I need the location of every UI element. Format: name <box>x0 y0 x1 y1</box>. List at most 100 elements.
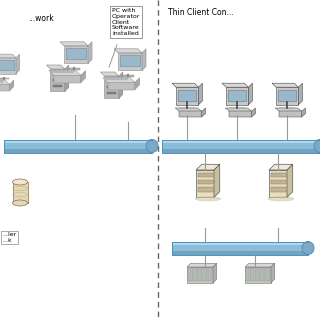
FancyBboxPatch shape <box>125 78 128 79</box>
FancyBboxPatch shape <box>0 60 14 70</box>
FancyBboxPatch shape <box>70 72 73 73</box>
FancyBboxPatch shape <box>108 79 111 80</box>
Polygon shape <box>123 75 134 77</box>
Polygon shape <box>119 72 123 99</box>
FancyBboxPatch shape <box>53 73 62 76</box>
Polygon shape <box>172 83 198 87</box>
FancyBboxPatch shape <box>117 78 120 79</box>
FancyBboxPatch shape <box>64 70 67 71</box>
FancyBboxPatch shape <box>4 140 152 153</box>
Polygon shape <box>0 58 16 74</box>
Polygon shape <box>0 80 10 84</box>
Polygon shape <box>175 108 202 111</box>
Polygon shape <box>100 72 119 76</box>
Polygon shape <box>103 78 135 83</box>
Polygon shape <box>135 78 140 90</box>
Text: ...work: ...work <box>28 14 54 23</box>
FancyBboxPatch shape <box>106 77 109 78</box>
Polygon shape <box>225 108 252 111</box>
Polygon shape <box>81 71 86 83</box>
FancyBboxPatch shape <box>112 79 115 80</box>
FancyBboxPatch shape <box>67 72 69 73</box>
FancyBboxPatch shape <box>228 90 246 101</box>
FancyBboxPatch shape <box>72 70 75 71</box>
Polygon shape <box>104 76 119 99</box>
FancyBboxPatch shape <box>188 268 193 281</box>
Polygon shape <box>196 170 214 197</box>
Ellipse shape <box>314 140 320 153</box>
Polygon shape <box>64 46 88 63</box>
FancyBboxPatch shape <box>120 79 123 80</box>
FancyBboxPatch shape <box>172 242 308 254</box>
FancyBboxPatch shape <box>114 77 117 78</box>
Polygon shape <box>245 267 271 283</box>
FancyBboxPatch shape <box>55 71 58 72</box>
Polygon shape <box>222 83 248 87</box>
Text: ...ler
...k: ...ler ...k <box>2 232 16 243</box>
Polygon shape <box>0 54 16 58</box>
Polygon shape <box>187 267 213 283</box>
FancyBboxPatch shape <box>62 72 65 73</box>
FancyBboxPatch shape <box>126 77 129 78</box>
Text: PC with
Operator
Client
Software
installed: PC with Operator Client Software install… <box>112 8 140 36</box>
Polygon shape <box>46 65 65 69</box>
Polygon shape <box>88 42 92 63</box>
FancyBboxPatch shape <box>172 251 308 254</box>
FancyBboxPatch shape <box>56 70 59 71</box>
Polygon shape <box>229 108 247 110</box>
Polygon shape <box>10 80 14 91</box>
FancyBboxPatch shape <box>59 72 61 73</box>
Polygon shape <box>271 263 275 283</box>
Polygon shape <box>179 108 197 110</box>
Polygon shape <box>245 263 275 267</box>
Ellipse shape <box>12 179 28 185</box>
FancyBboxPatch shape <box>208 268 212 281</box>
FancyBboxPatch shape <box>162 140 320 153</box>
FancyBboxPatch shape <box>54 72 57 73</box>
Polygon shape <box>114 49 142 53</box>
Polygon shape <box>49 71 81 76</box>
Polygon shape <box>287 164 293 197</box>
FancyBboxPatch shape <box>104 79 107 80</box>
Ellipse shape <box>146 140 158 153</box>
Polygon shape <box>202 108 206 117</box>
FancyBboxPatch shape <box>63 71 66 72</box>
FancyBboxPatch shape <box>110 77 113 78</box>
FancyBboxPatch shape <box>13 182 28 203</box>
Polygon shape <box>0 84 10 91</box>
Text: Thin Client Con...: Thin Client Con... <box>168 8 234 17</box>
FancyBboxPatch shape <box>116 79 119 80</box>
FancyBboxPatch shape <box>68 70 71 71</box>
Polygon shape <box>226 87 248 105</box>
Polygon shape <box>60 42 88 46</box>
FancyBboxPatch shape <box>198 187 212 192</box>
Polygon shape <box>214 164 220 197</box>
FancyBboxPatch shape <box>193 268 197 281</box>
Polygon shape <box>229 111 252 117</box>
Polygon shape <box>198 83 203 105</box>
FancyBboxPatch shape <box>266 268 270 281</box>
FancyBboxPatch shape <box>109 78 112 79</box>
FancyBboxPatch shape <box>4 148 152 153</box>
FancyBboxPatch shape <box>278 90 296 101</box>
Polygon shape <box>272 83 298 87</box>
Polygon shape <box>298 83 302 105</box>
FancyBboxPatch shape <box>179 90 196 101</box>
Polygon shape <box>108 83 135 90</box>
FancyBboxPatch shape <box>198 173 212 177</box>
Polygon shape <box>196 164 220 170</box>
FancyBboxPatch shape <box>256 268 260 281</box>
FancyBboxPatch shape <box>198 268 203 281</box>
FancyBboxPatch shape <box>121 78 124 79</box>
FancyBboxPatch shape <box>107 80 116 83</box>
FancyBboxPatch shape <box>0 82 3 83</box>
Ellipse shape <box>268 196 294 201</box>
FancyBboxPatch shape <box>271 173 285 177</box>
FancyBboxPatch shape <box>107 92 116 93</box>
FancyBboxPatch shape <box>118 77 121 78</box>
FancyBboxPatch shape <box>120 55 140 67</box>
Polygon shape <box>279 111 301 117</box>
Polygon shape <box>179 111 202 117</box>
FancyBboxPatch shape <box>0 79 1 80</box>
FancyBboxPatch shape <box>4 140 152 143</box>
